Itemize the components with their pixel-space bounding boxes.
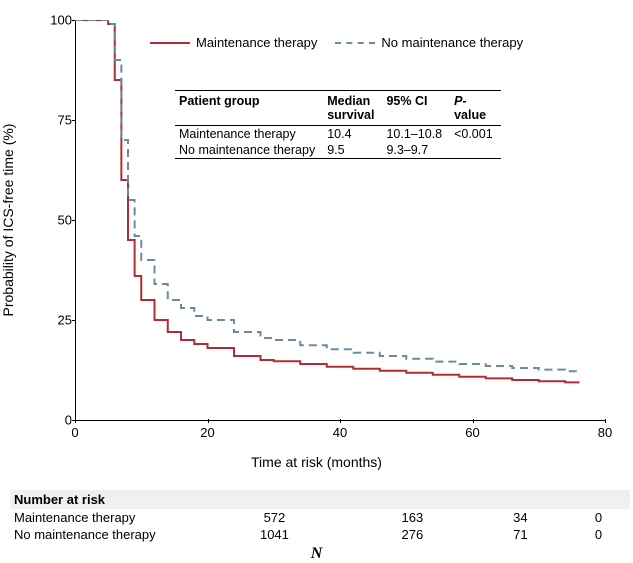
x-tick-label: 20 <box>200 425 214 440</box>
inset-table-cell: Maintenance therapy <box>175 126 323 143</box>
y-tick-label: 0 <box>50 413 72 428</box>
inset-table-header: P-value <box>450 91 501 126</box>
x-tick-label: 80 <box>598 425 612 440</box>
inset-table-cell: 9.5 <box>323 142 382 159</box>
y-tick-label: 50 <box>50 213 72 228</box>
risk-table-cell: 572 <box>198 509 351 526</box>
inset-table-cell: 9.3–9.7 <box>382 142 450 159</box>
y-tick-label: 75 <box>50 113 72 128</box>
survival-curves <box>75 20 605 420</box>
legend-swatch <box>150 42 190 44</box>
risk-table-title: Number at risk <box>10 490 630 509</box>
number-at-risk-table: Number at riskMaintenance therapy5721633… <box>10 490 630 543</box>
inset-stats-table: Patient groupMediansurvival95% CIP-value… <box>175 90 501 159</box>
survival-curve <box>75 20 579 372</box>
risk-table-row-label: Maintenance therapy <box>10 509 198 526</box>
risk-table-cell: 0 <box>567 526 630 543</box>
inset-table-cell <box>450 142 501 159</box>
legend-label: No maintenance therapy <box>381 35 523 50</box>
chart-legend: Maintenance therapy No maintenance therap… <box>150 35 535 50</box>
survival-curve <box>75 20 579 383</box>
x-axis-label: Time at risk (months) <box>251 454 382 470</box>
survival-chart: 0 25 50 75 100 0 20 40 60 80 Probability of ICS-… <box>0 0 633 490</box>
risk-table-cell: 276 <box>351 526 474 543</box>
n-footnote: N <box>0 545 633 563</box>
inset-table-cell: 10.4 <box>323 126 382 143</box>
y-axis-label: Probability of ICS-free time (%) <box>0 124 16 317</box>
x-tick-label: 0 <box>71 425 78 440</box>
y-tick-label: 100 <box>50 13 72 28</box>
inset-table-cell: No maintenance therapy <box>175 142 323 159</box>
risk-table-cell: 34 <box>474 509 567 526</box>
risk-table-cell: 0 <box>567 509 630 526</box>
legend-swatch <box>335 42 375 44</box>
inset-table-header: Mediansurvival <box>323 91 382 126</box>
legend-label: Maintenance therapy <box>196 35 317 50</box>
x-tick-label: 40 <box>333 425 347 440</box>
risk-table-cell: 163 <box>351 509 474 526</box>
risk-table-cell: 71 <box>474 526 567 543</box>
risk-table-row-label: No maintenance therapy <box>10 526 198 543</box>
inset-table-header: 95% CI <box>382 91 450 126</box>
risk-table-cell: 1041 <box>198 526 351 543</box>
x-tick-label: 60 <box>465 425 479 440</box>
inset-table-cell: <0.001 <box>450 126 501 143</box>
y-tick-label: 25 <box>50 313 72 328</box>
inset-table-cell: 10.1–10.8 <box>382 126 450 143</box>
inset-table-header: Patient group <box>175 91 323 126</box>
